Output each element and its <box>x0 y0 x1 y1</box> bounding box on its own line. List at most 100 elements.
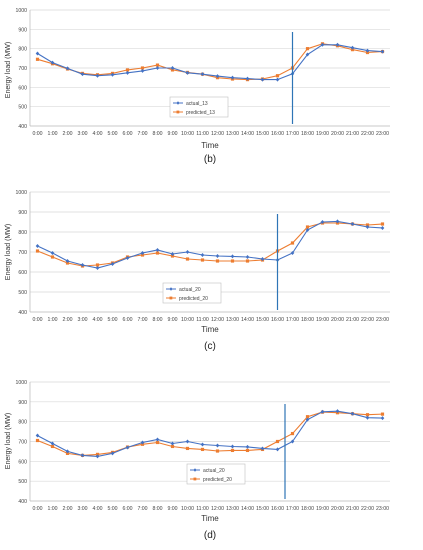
x-tick-label: 23:00 <box>376 506 389 512</box>
legend-label: actual_13 <box>186 101 208 107</box>
x-tick-label: 4:00 <box>92 131 102 137</box>
data-point-predicted_20 <box>185 446 190 451</box>
y-tick-label: 1000 <box>15 190 27 196</box>
data-point-actual_13 <box>155 66 160 70</box>
data-point-actual_20 <box>290 251 295 255</box>
x-tick-label: 22:00 <box>361 131 374 137</box>
series-line-predicted_20 <box>37 411 383 456</box>
x-tick-label: 10:00 <box>181 131 194 137</box>
x-tick-label: 1:00 <box>47 317 57 323</box>
data-point-predicted_20 <box>290 241 295 245</box>
data-point-actual_20 <box>155 248 160 252</box>
data-point-predicted_20 <box>50 255 55 259</box>
data-point-actual_20 <box>35 433 40 438</box>
x-tick-label: 7:00 <box>137 317 147 323</box>
x-tick-label: 13:00 <box>226 317 239 323</box>
data-point-predicted_20 <box>380 222 385 226</box>
x-tick-label: 11:00 <box>196 317 209 323</box>
data-point-predicted_13 <box>125 68 130 72</box>
data-point-actual_20 <box>170 252 175 256</box>
data-point-actual_13 <box>185 70 190 75</box>
x-tick-label: 18:00 <box>301 317 314 323</box>
x-tick-label: 17:00 <box>286 131 299 137</box>
x-tick-label: 14:00 <box>241 131 254 137</box>
x-tick-label: 9:00 <box>167 506 177 512</box>
y-tick-label: 600 <box>18 85 27 91</box>
x-tick-label: 1:00 <box>47 506 57 512</box>
x-tick-label: 15:00 <box>256 317 269 323</box>
x-axis-title: Time <box>201 514 219 523</box>
x-tick-label: 20:00 <box>331 131 344 137</box>
y-tick-label: 500 <box>18 479 27 485</box>
y-tick-label: 900 <box>18 400 27 406</box>
legend-marker <box>193 477 197 481</box>
x-tick-label: 2:00 <box>62 506 72 512</box>
x-tick-label: 12:00 <box>211 131 224 137</box>
data-point-actual_20 <box>50 441 55 446</box>
x-tick-label: 23:00 <box>376 317 389 323</box>
data-point-predicted_13 <box>275 74 280 78</box>
x-tick-label: 5:00 <box>107 131 117 137</box>
x-tick-label: 2:00 <box>62 317 72 323</box>
x-tick-label: 5:00 <box>107 506 117 512</box>
y-tick-label: 900 <box>18 210 27 216</box>
x-tick-label: 4:00 <box>92 506 102 512</box>
data-point-actual_20 <box>365 415 370 420</box>
data-point-actual_13 <box>110 72 115 77</box>
data-point-actual_20 <box>215 443 220 448</box>
data-point-actual_13 <box>140 68 145 73</box>
x-tick-label: 13:00 <box>226 506 239 512</box>
data-point-predicted_20 <box>185 257 190 261</box>
data-point-actual_13 <box>245 76 250 81</box>
x-tick-label: 11:00 <box>196 506 209 512</box>
data-point-actual_20 <box>305 417 310 422</box>
x-tick-label: 19:00 <box>316 317 329 323</box>
x-tick-label: 0:00 <box>32 131 42 137</box>
y-tick-label: 400 <box>18 124 27 130</box>
y-axis-title: Energy load (MW) <box>5 42 12 98</box>
data-point-predicted_20 <box>305 225 310 229</box>
x-tick-label: 5:00 <box>107 317 117 323</box>
legend-label: predicted_20 <box>203 477 232 483</box>
y-tick-label: 500 <box>18 290 27 296</box>
y-tick-label: 700 <box>18 250 27 256</box>
data-point-actual_13 <box>65 66 70 71</box>
y-tick-label: 500 <box>18 105 27 111</box>
data-point-actual_20 <box>125 256 130 260</box>
data-point-actual_13 <box>335 42 340 47</box>
data-point-predicted_13 <box>305 47 310 51</box>
x-tick-label: 19:00 <box>316 506 329 512</box>
x-tick-label: 8:00 <box>152 506 162 512</box>
data-point-actual_20 <box>290 439 295 444</box>
x-tick-label: 12:00 <box>211 506 224 512</box>
x-tick-label: 23:00 <box>376 131 389 137</box>
data-point-actual_13 <box>365 48 370 53</box>
data-point-actual_13 <box>215 74 220 79</box>
data-point-actual_13 <box>350 45 355 50</box>
x-tick-label: 2:00 <box>62 131 72 137</box>
data-point-actual_20 <box>200 442 205 447</box>
data-point-actual_20 <box>125 445 130 450</box>
data-point-actual_13 <box>50 60 55 65</box>
data-point-actual_20 <box>80 263 85 267</box>
data-point-actual_20 <box>140 440 145 445</box>
x-tick-label: 12:00 <box>211 317 224 323</box>
data-point-actual_13 <box>320 42 325 47</box>
x-tick-label: 0:00 <box>32 317 42 323</box>
x-tick-label: 16:00 <box>271 506 284 512</box>
x-tick-label: 10:00 <box>181 317 194 323</box>
y-tick-label: 900 <box>18 27 27 33</box>
y-tick-label: 1000 <box>15 8 27 14</box>
series-line-actual_13 <box>37 44 383 81</box>
data-point-actual_20 <box>185 439 190 444</box>
series-line-predicted_20 <box>37 222 383 267</box>
data-point-predicted_20 <box>215 259 220 263</box>
x-tick-label: 6:00 <box>122 506 132 512</box>
x-tick-label: 3:00 <box>77 317 87 323</box>
x-tick-label: 7:00 <box>137 131 147 137</box>
y-tick-label: 800 <box>18 420 27 426</box>
data-point-predicted_20 <box>290 431 295 436</box>
x-tick-label: 21:00 <box>346 317 359 323</box>
data-point-actual_20 <box>155 437 160 442</box>
x-tick-label: 8:00 <box>152 131 162 137</box>
